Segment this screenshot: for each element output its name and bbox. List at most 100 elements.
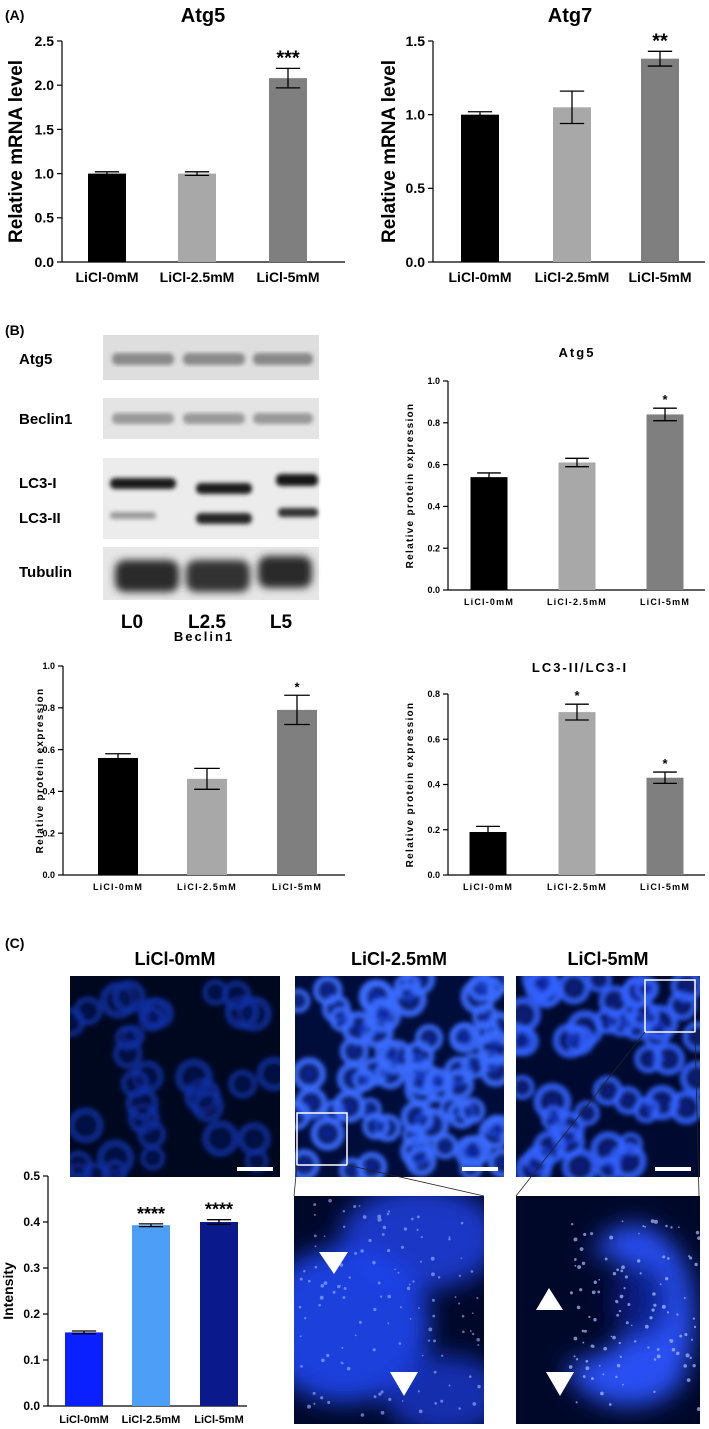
- panel-letter-c: (C): [5, 935, 24, 951]
- y-tick-label: 1.5: [406, 33, 426, 49]
- y-tick-label: 0.4: [42, 787, 55, 797]
- blot-strip-lc3: [103, 458, 319, 539]
- y-axis-label: Relative mRNA level: [379, 60, 400, 243]
- bar-licl-0mm: [461, 114, 499, 263]
- y-tick-label: 1.0: [35, 166, 55, 182]
- y-tick-label: 0.5: [35, 210, 55, 226]
- error-bar: [647, 50, 673, 67]
- blot-bands-beclin1: [112, 413, 313, 424]
- y-tick-label: 0.6: [427, 734, 440, 744]
- significance-marker: ***: [276, 47, 300, 69]
- bar-licl-2-5mm: [187, 778, 227, 875]
- micrograph-title-2-5mm: LiCl-2.5mM: [351, 949, 447, 969]
- x-tick-label: LiCl-5mM: [272, 882, 322, 892]
- atg5-protein-chart: Atg5 Relative protein expression 0.0 0.2 0.4…: [405, 345, 705, 607]
- zoom-region-box: [644, 979, 696, 1033]
- arrowhead-marker: [536, 1288, 563, 1310]
- error-bar: [184, 171, 210, 177]
- chart-title: Atg7: [548, 5, 592, 27]
- atg7-mrna-chart: Atg7 Relative mRNA level 0.0 0.5 1.0 1.5 LiCl-…: [379, 5, 705, 285]
- error-bar: [284, 694, 310, 726]
- y-tick-label: 0.4: [427, 502, 440, 512]
- micrograph-5mm: [516, 976, 700, 1177]
- blot-label-lc3-ii: LC3-II: [19, 510, 61, 527]
- y-tick-label: 0.0: [427, 870, 440, 880]
- error-bar: [275, 67, 301, 89]
- error-bar: [476, 825, 500, 839]
- error-bar: [105, 753, 131, 763]
- zoom-connector-lines: [293, 1031, 700, 1197]
- bar-licl-5mm: [646, 414, 684, 590]
- chart-title: Atg5: [559, 345, 596, 360]
- western-blot: Atg5 Beclin1 LC3-I LC3-II Tubulin L0 L2.…: [19, 335, 319, 633]
- blot-label-beclin1: Beclin1: [19, 411, 72, 428]
- y-tick-label: 1.0: [42, 661, 55, 671]
- y-axis-label: Intensity: [0, 1262, 16, 1320]
- y-axis-label: Relative protein expression: [405, 403, 416, 569]
- bar-licl-2-5mm: [558, 462, 596, 590]
- x-tick-label: LiCl-5mM: [640, 597, 690, 607]
- y-axis-label: Relative mRNA level: [6, 60, 27, 243]
- x-tick-label: LiCl-2.5mM: [535, 269, 610, 285]
- arrowhead-marker: [319, 1252, 348, 1274]
- bar-licl-0mm: [470, 477, 508, 590]
- y-tick-label: 0.8: [42, 703, 55, 713]
- y-tick-label: 2.0: [35, 77, 55, 93]
- beclin1-protein-chart: Beclin1 Relative protein expression 0.0 0.2…: [35, 629, 345, 892]
- error-bar: [206, 1219, 232, 1225]
- y-tick-label: 0.4: [23, 1215, 40, 1229]
- significance-marker: *: [662, 392, 668, 407]
- mdc-intensity-chart: MDCIntensity0.00.10.20.30.40.5LiCl-0mM**…: [0, 1133, 247, 1426]
- y-axis-label: Relative protein expression: [35, 688, 46, 854]
- x-tick-label: LiCl-5mM: [640, 882, 690, 892]
- error-bar: [138, 1223, 164, 1228]
- x-tick-label: LiCl-2.5mM: [177, 882, 237, 892]
- x-tick-label: LiCl-0mM: [464, 597, 514, 607]
- significance-marker: ****: [137, 1204, 165, 1224]
- bar-licl-0mm: [469, 832, 507, 875]
- y-tick-label: 0.6: [427, 460, 440, 470]
- blot-label-lc3-i: LC3-I: [19, 475, 57, 492]
- y-tick-label: 0.2: [23, 1307, 40, 1321]
- y-tick-label: 2.5: [35, 33, 55, 49]
- x-tick-label: LiCl-2.5mM: [122, 1414, 181, 1426]
- y-tick-label: 0.2: [427, 825, 440, 835]
- bar-licl-5mm: [277, 709, 317, 875]
- significance-marker: *: [662, 756, 668, 771]
- significance-marker: ****: [205, 1200, 233, 1220]
- micrograph-title-0mm: LiCl-0mM: [135, 949, 216, 969]
- micrograph-2-5mm: [295, 976, 504, 1177]
- y-tick-label: 1.0: [427, 376, 440, 386]
- zoom-region-box: [296, 1112, 348, 1166]
- error-bar: [565, 457, 589, 468]
- error-bar: [477, 472, 501, 482]
- y-tick-label: 0.6: [42, 745, 55, 755]
- y-tick-label: 0.5: [23, 1169, 40, 1183]
- bar-licl-5mm: [200, 1222, 238, 1406]
- blot-label-tubulin: Tubulin: [19, 564, 72, 581]
- error-bar: [653, 771, 677, 785]
- micrograph-title-5mm: LiCl-5mM: [568, 949, 649, 969]
- micrograph-titles: LiCl-0mM LiCl-2.5mM LiCl-5mM: [135, 949, 649, 969]
- lane-label-l2-5: L2.5: [188, 612, 226, 633]
- bar-licl-2-5mm: [558, 712, 596, 875]
- y-tick-label: 0.8: [427, 418, 440, 428]
- significance-marker: **: [652, 30, 668, 52]
- y-tick-label: 0.3: [23, 1261, 40, 1275]
- error-bar: [194, 767, 220, 790]
- y-tick-label: 0.0: [23, 1399, 40, 1413]
- blot-bands-tubulin: [115, 556, 312, 592]
- blot-bands-atg5: [112, 353, 313, 365]
- y-tick-label: 0.0: [42, 870, 55, 880]
- x-tick-label: LiCl-2.5mM: [160, 269, 235, 285]
- chart-title: Atg5: [181, 5, 225, 27]
- significance-marker: *: [294, 679, 300, 694]
- panel-letter-b: (B): [5, 322, 24, 338]
- error-bar: [467, 111, 493, 119]
- y-tick-label: 0.8: [427, 689, 440, 699]
- bar-licl-2-5mm: [178, 173, 216, 262]
- x-tick-label: LiCl-0mM: [59, 1414, 109, 1426]
- y-tick-label: 0.0: [35, 254, 55, 270]
- scale-bar: [655, 1167, 691, 1171]
